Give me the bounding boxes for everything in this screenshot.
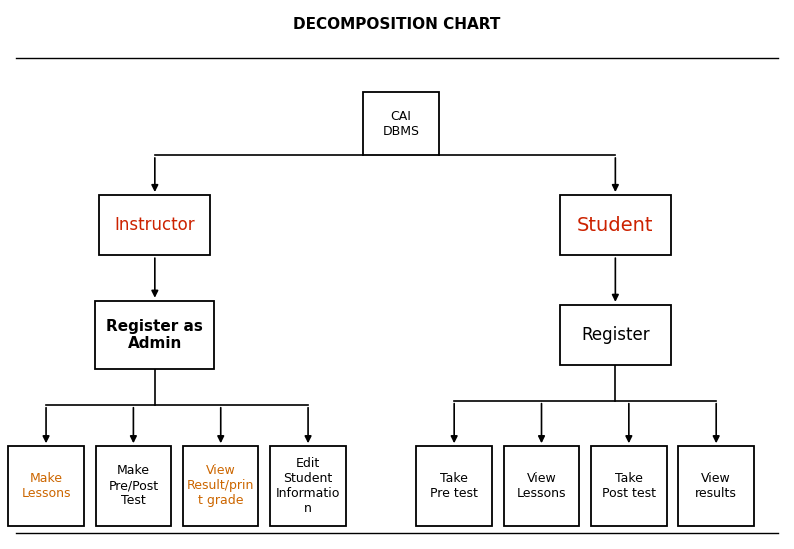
- Text: View
Lessons: View Lessons: [517, 472, 566, 500]
- Text: Instructor: Instructor: [114, 216, 195, 234]
- Text: View
Result/prin
t grade: View Result/prin t grade: [187, 464, 254, 507]
- Text: Make
Lessons: Make Lessons: [21, 472, 71, 500]
- FancyBboxPatch shape: [99, 195, 210, 255]
- FancyBboxPatch shape: [560, 195, 671, 255]
- FancyBboxPatch shape: [678, 446, 754, 526]
- FancyBboxPatch shape: [591, 446, 666, 526]
- Text: Take
Pre test: Take Pre test: [430, 472, 478, 500]
- FancyBboxPatch shape: [504, 446, 580, 526]
- Text: Register: Register: [581, 326, 649, 344]
- FancyBboxPatch shape: [96, 446, 172, 526]
- Text: Take
Post test: Take Post test: [602, 472, 656, 500]
- FancyBboxPatch shape: [416, 446, 491, 526]
- FancyBboxPatch shape: [183, 446, 259, 526]
- Text: Student: Student: [577, 216, 653, 234]
- FancyBboxPatch shape: [9, 446, 84, 526]
- FancyBboxPatch shape: [95, 301, 214, 369]
- Text: Register as
Admin: Register as Admin: [106, 318, 203, 351]
- Text: Edit
Student
Informatio
n: Edit Student Informatio n: [276, 457, 341, 515]
- Text: Make
Pre/Post
Test: Make Pre/Post Test: [108, 464, 159, 507]
- Text: View
results: View results: [696, 472, 737, 500]
- FancyBboxPatch shape: [270, 446, 345, 526]
- FancyBboxPatch shape: [560, 305, 671, 365]
- Text: DECOMPOSITION CHART: DECOMPOSITION CHART: [293, 17, 501, 32]
- Text: CAI
DBMS: CAI DBMS: [383, 109, 419, 138]
- FancyBboxPatch shape: [363, 92, 438, 155]
